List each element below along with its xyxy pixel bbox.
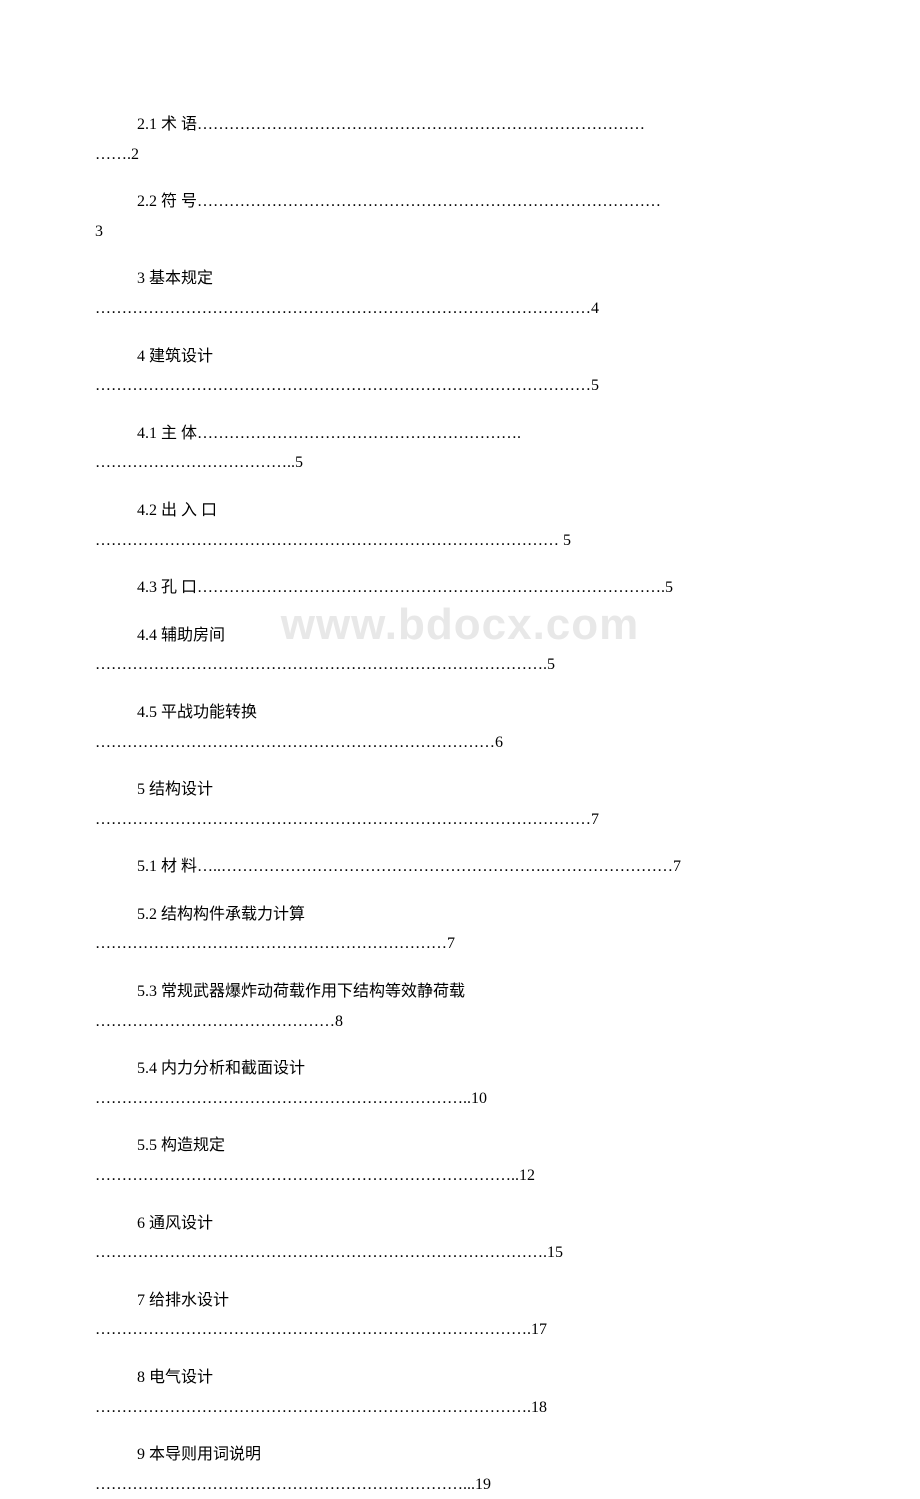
- toc-continuation: …….2: [95, 140, 825, 170]
- toc-label: 2.2 符 号: [95, 193, 197, 210]
- toc-entry: 5.2 结构构件承载力计算 …………………………………………………………7: [95, 900, 825, 959]
- toc-continuation: …………………………………………………………………………………5: [95, 371, 825, 401]
- toc-label: 6 通风设计: [95, 1215, 213, 1232]
- toc-entry: 4.4 辅助房间 ………………………………………………………………………….5: [95, 621, 825, 680]
- toc-entry: 4.5 平战功能转换 …………………………………………………………………6: [95, 698, 825, 757]
- toc-continuation: …………………………………………………………………………………4: [95, 294, 825, 324]
- toc-entry: 2.1 术 语………………………………………………………………………… …….2: [95, 110, 825, 169]
- toc-dots: …………………………………………………………………………: [197, 116, 645, 133]
- toc-label: 5.5 构造规定: [95, 1137, 225, 1154]
- toc-entry: 2.2 符 号…………………………………………………………………………… 3: [95, 187, 825, 246]
- toc-continuation: …………………………………………………………………6: [95, 728, 825, 758]
- toc-entry: 3 基本规定 …………………………………………………………………………………4: [95, 264, 825, 323]
- toc-entry: 4.1 主 体……………………………………………………. ………………………………: [95, 419, 825, 478]
- toc-continuation: ………………………………..5: [95, 448, 825, 478]
- toc-dots: …………………………………………………….: [197, 425, 521, 442]
- toc-dots: …………………………………………………………………………….5: [197, 579, 673, 596]
- toc-label: 5.2 结构构件承载力计算: [95, 906, 305, 923]
- toc-dots: …..…………………………………………………….……………………7: [197, 858, 681, 875]
- toc-entry: 5.4 内力分析和截面设计 ……………………………………………………………..1…: [95, 1054, 825, 1113]
- toc-continuation: ………………………………………………………………………….15: [95, 1238, 825, 1268]
- toc-continuation: ……………………………………………………………...19: [95, 1470, 825, 1499]
- toc-continuation: ……………………………………………………………………..12: [95, 1161, 825, 1191]
- toc-label: 2.1 术 语: [95, 116, 197, 133]
- toc-entry: 8 电气设计 ……………………………………………………………………….18: [95, 1363, 825, 1422]
- toc-label: 7 给排水设计: [95, 1292, 229, 1309]
- toc-label: 5 结构设计: [95, 781, 213, 798]
- toc-continuation: …………………………………………………………………………………7: [95, 805, 825, 835]
- toc-label: 5.3 常规武器爆炸动荷载作用下结构等效静荷载: [95, 983, 465, 1000]
- table-of-contents: 2.1 术 语………………………………………………………………………… …….2…: [95, 110, 825, 1499]
- toc-label: 4.2 出 入 口: [95, 502, 217, 519]
- toc-entry: 4 建筑设计 …………………………………………………………………………………5: [95, 342, 825, 401]
- toc-entry: 4.3 孔 口…………………………………………………………………………….5: [95, 573, 825, 603]
- toc-continuation: ……………………………………………………………………….17: [95, 1315, 825, 1345]
- toc-continuation: ………………………………………………………………………….5: [95, 650, 825, 680]
- toc-continuation: ………………………………………8: [95, 1007, 825, 1037]
- toc-entry: 6 通风设计 ………………………………………………………………………….15: [95, 1209, 825, 1268]
- toc-label: 9 本导则用词说明: [95, 1446, 261, 1463]
- toc-label: 4.4 辅助房间: [95, 627, 225, 644]
- toc-dots: ……………………………………………………………………………: [197, 193, 661, 210]
- toc-continuation: …………………………………………………………7: [95, 929, 825, 959]
- toc-continuation: ……………………………………………………………..10: [95, 1084, 825, 1114]
- toc-label: 4.1 主 体: [95, 425, 197, 442]
- toc-entry: 7 给排水设计 ……………………………………………………………………….17: [95, 1286, 825, 1345]
- toc-label: 5.4 内力分析和截面设计: [95, 1060, 305, 1077]
- toc-continuation: 3: [95, 217, 825, 247]
- toc-label: 4.5 平战功能转换: [95, 704, 257, 721]
- toc-label: 4.3 孔 口: [95, 579, 197, 596]
- toc-label: 8 电气设计: [95, 1369, 213, 1386]
- toc-entry: 5.1 材 料…..…………………………………………………….……………………7: [95, 852, 825, 882]
- toc-entry: 5.3 常规武器爆炸动荷载作用下结构等效静荷载 ………………………………………8: [95, 977, 825, 1036]
- toc-continuation: …………………………………………………………………………… 5: [95, 526, 825, 556]
- toc-label: 3 基本规定: [95, 270, 213, 287]
- toc-label: 5.1 材 料: [95, 858, 197, 875]
- toc-label: 4 建筑设计: [95, 348, 213, 365]
- toc-continuation: ……………………………………………………………………….18: [95, 1393, 825, 1423]
- toc-entry: 5.5 构造规定 ……………………………………………………………………..12: [95, 1131, 825, 1190]
- toc-entry: 5 结构设计 …………………………………………………………………………………7: [95, 775, 825, 834]
- toc-entry: 9 本导则用词说明 ……………………………………………………………...19: [95, 1440, 825, 1499]
- toc-entry: 4.2 出 入 口 …………………………………………………………………………… …: [95, 496, 825, 555]
